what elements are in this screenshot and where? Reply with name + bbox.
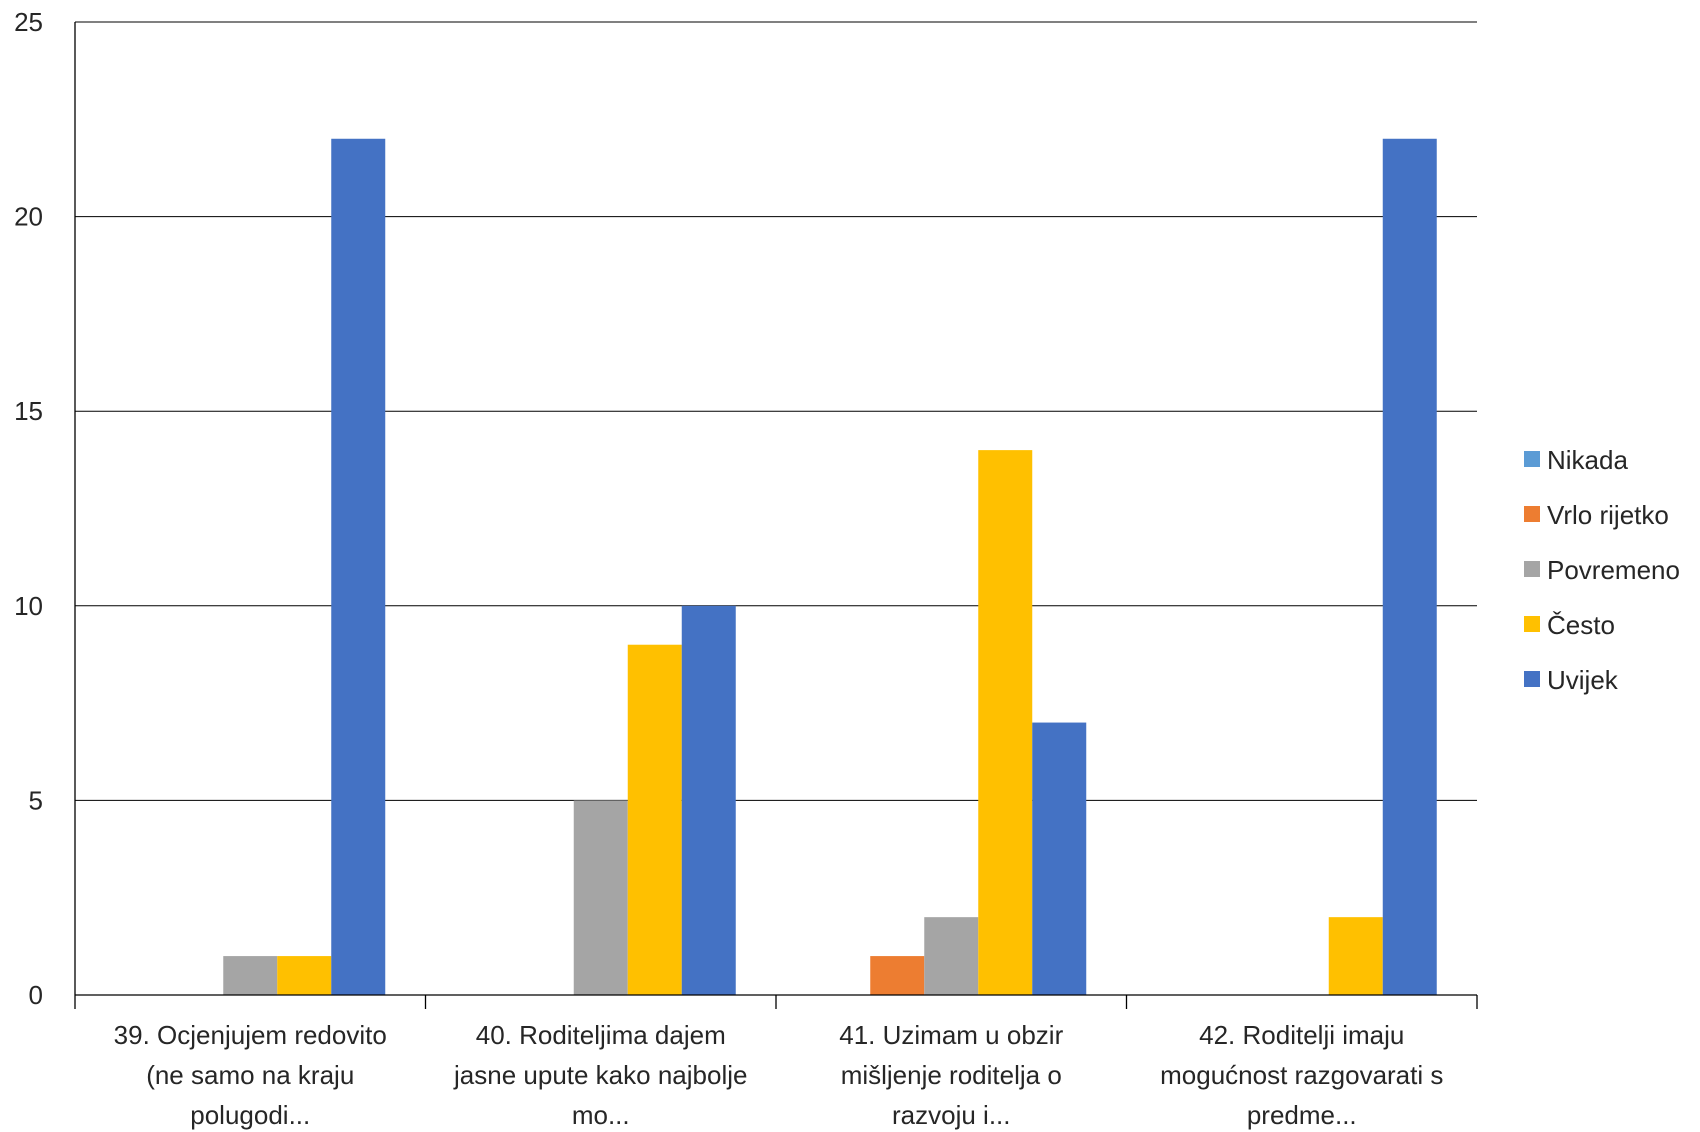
axes: 0 5 10 15 20 25 39. Ocjenjujem redovito (ne sam… bbox=[14, 7, 1478, 1130]
bar bbox=[1382, 138, 1437, 995]
category-label: 40. Roditeljima dajem jasne upute kako na… bbox=[453, 1020, 747, 1130]
category-label-line: mo... bbox=[572, 1100, 630, 1130]
bar bbox=[1328, 917, 1383, 995]
legend-swatch bbox=[1524, 671, 1540, 687]
bar bbox=[277, 956, 332, 995]
category-label-line: jasne upute kako najbolje bbox=[453, 1060, 747, 1090]
legend-swatch bbox=[1524, 506, 1540, 522]
legend: Nikada Vrlo rijetko Povremeno Često Uvijek bbox=[1524, 445, 1680, 695]
category-label: 39. Ocjenjujem redovito (ne samo na kraju… bbox=[114, 1020, 387, 1130]
category-label: 42. Roditelji imaju mogućnost razgovarati… bbox=[1160, 1020, 1443, 1130]
category-label: 41. Uzimam u obzir mišljenje roditelja o r… bbox=[839, 1020, 1063, 1130]
bar bbox=[573, 800, 628, 995]
legend-label: Uvijek bbox=[1547, 665, 1619, 695]
bars bbox=[223, 138, 1437, 995]
legend-swatch bbox=[1524, 616, 1540, 632]
bar bbox=[331, 138, 386, 995]
y-tick-label: 10 bbox=[14, 591, 43, 621]
category-label-line: mišljenje roditelja o bbox=[841, 1060, 1062, 1090]
legend-swatch bbox=[1524, 451, 1540, 467]
category-label-line: 42. Roditelji imaju bbox=[1199, 1020, 1404, 1050]
category-label-line: mogućnost razgovarati s bbox=[1160, 1060, 1443, 1090]
legend-label: Povremeno bbox=[1547, 555, 1680, 585]
legend-swatch bbox=[1524, 561, 1540, 577]
bar bbox=[223, 956, 278, 995]
bar bbox=[1032, 722, 1087, 995]
y-tick-label: 0 bbox=[29, 980, 43, 1010]
category-label-line: 39. Ocjenjujem redovito bbox=[114, 1020, 387, 1050]
category-label-line: (ne samo na kraju bbox=[146, 1060, 354, 1090]
bar bbox=[627, 644, 682, 995]
y-tick-label: 25 bbox=[14, 7, 43, 37]
gridlines bbox=[75, 21, 1477, 801]
category-label-line: polugodi... bbox=[190, 1100, 310, 1130]
bar bbox=[978, 450, 1033, 995]
bar bbox=[924, 917, 979, 995]
y-tick-label: 15 bbox=[14, 396, 43, 426]
legend-label: Često bbox=[1547, 610, 1615, 640]
y-tick-label: 5 bbox=[29, 785, 43, 815]
bar bbox=[870, 956, 925, 995]
bar bbox=[681, 605, 736, 995]
category-label-line: 40. Roditeljima dajem bbox=[476, 1020, 726, 1050]
legend-label: Vrlo rijetko bbox=[1547, 500, 1669, 530]
category-label-line: 41. Uzimam u obzir bbox=[839, 1020, 1063, 1050]
category-label-line: predme... bbox=[1247, 1100, 1357, 1130]
category-label-line: razvoju i... bbox=[892, 1100, 1011, 1130]
y-tick-label: 20 bbox=[14, 202, 43, 232]
legend-label: Nikada bbox=[1547, 445, 1628, 475]
